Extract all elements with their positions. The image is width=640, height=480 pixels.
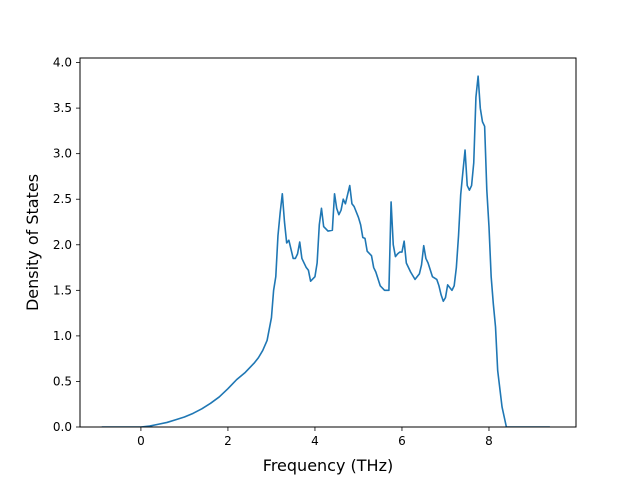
dos-series-line [101, 75, 550, 427]
y-tick-label: 0.5 [53, 374, 72, 388]
y-tick-label: 3.5 [53, 101, 72, 115]
x-axis-label: Frequency (THz) [263, 456, 393, 475]
y-axis-ticks: 0.0 0.5 1.0 1.5 2.0 2.5 3.0 3.5 4.0 [53, 56, 80, 434]
y-tick-label: 1.5 [53, 283, 72, 297]
x-tick-label: 6 [398, 434, 406, 448]
x-tick-label: 4 [311, 434, 319, 448]
x-tick-label: 0 [137, 434, 145, 448]
plot-frame [79, 57, 577, 428]
y-axis-label: Density of States [23, 174, 42, 311]
x-axis-ticks: 0 2 4 6 8 [137, 427, 493, 448]
y-tick-label: 4.0 [53, 56, 72, 70]
plot-area [101, 75, 550, 427]
y-tick-label: 3.0 [53, 147, 72, 161]
y-tick-label: 2.0 [53, 238, 72, 252]
x-tick-label: 2 [224, 434, 232, 448]
y-tick-label: 0.0 [53, 420, 72, 434]
y-tick-label: 2.5 [53, 192, 72, 206]
y-tick-label: 1.0 [53, 329, 72, 343]
x-tick-label: 8 [485, 434, 493, 448]
